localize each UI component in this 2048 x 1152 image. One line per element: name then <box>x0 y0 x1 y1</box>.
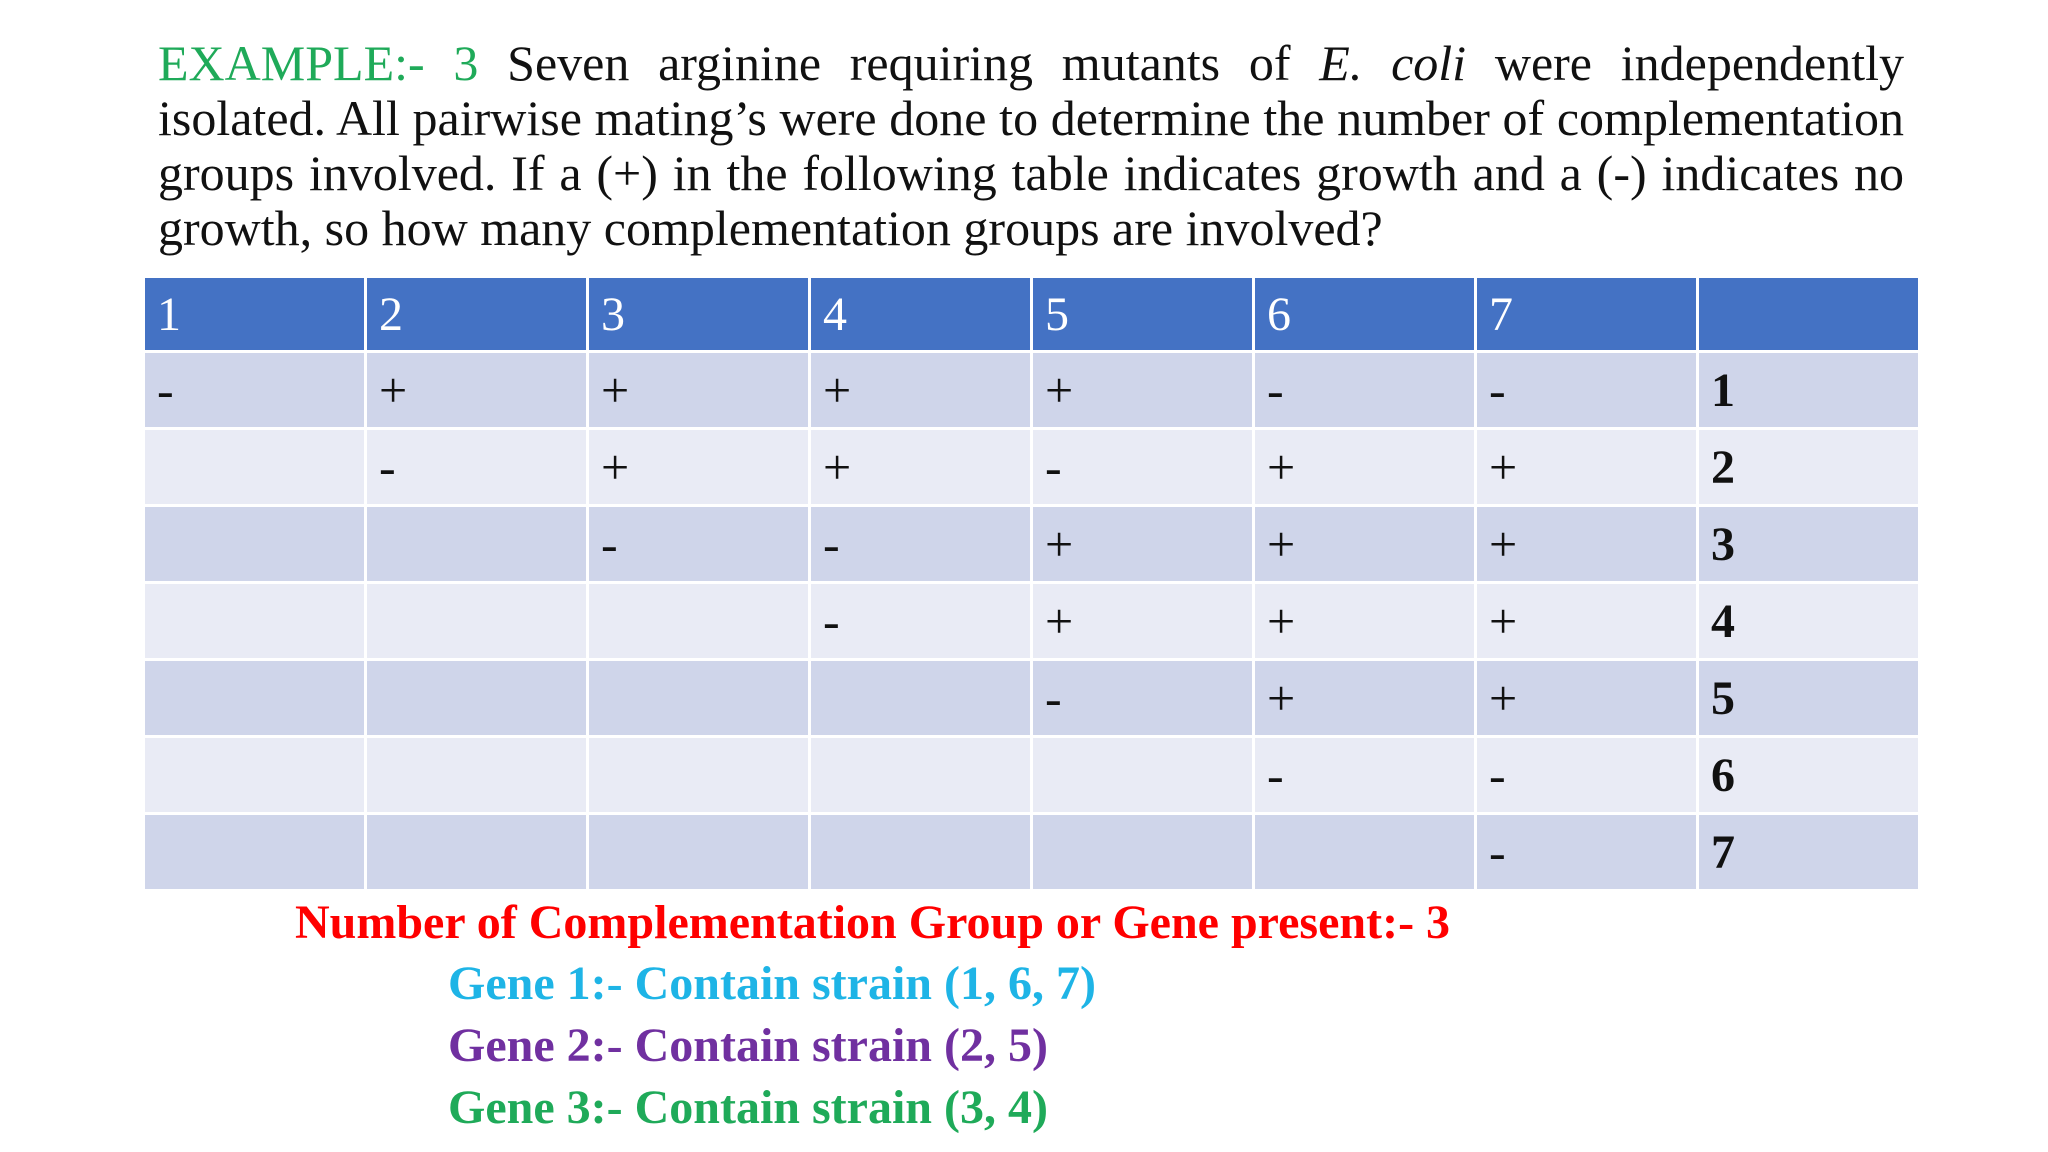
cell <box>142 658 367 738</box>
cell: + <box>1252 581 1477 661</box>
cell: - <box>1474 735 1699 815</box>
cell <box>808 658 1033 738</box>
cell <box>1030 735 1255 815</box>
cell: + <box>1252 504 1477 584</box>
table-row-7: - 7 <box>142 812 1921 892</box>
cell <box>142 427 367 507</box>
cell: + <box>586 427 811 507</box>
cell: + <box>1030 581 1255 661</box>
header-cell-4: 4 <box>808 275 1033 353</box>
row-label: 3 <box>1696 504 1921 584</box>
header-cell-2: 2 <box>364 275 589 353</box>
row-label: 2 <box>1696 427 1921 507</box>
complementation-table: 1 2 3 4 5 6 7 - + + + + - - 1 - + + - + <box>142 275 1921 892</box>
cell <box>586 735 811 815</box>
gene-1-line: Gene 1:- Contain strain (1, 6, 7) <box>448 957 1096 1010</box>
cell <box>142 581 367 661</box>
problem-text-part1: Seven arginine requiring mutants of <box>478 35 1320 91</box>
cell: - <box>808 504 1033 584</box>
cell: + <box>1030 504 1255 584</box>
header-cell-blank <box>1696 275 1921 353</box>
cell: + <box>364 350 589 430</box>
cell: + <box>1474 658 1699 738</box>
problem-statement: EXAMPLE:- 3 Seven arginine requiring mut… <box>158 36 1904 256</box>
table-row-1: - + + + + - - 1 <box>142 350 1921 430</box>
species-name: E. coli <box>1319 35 1467 91</box>
table-row-6: - - 6 <box>142 735 1921 815</box>
cell: - <box>1030 658 1255 738</box>
cell: + <box>1252 427 1477 507</box>
table-row-3: - - + + + 3 <box>142 504 1921 584</box>
example-label: EXAMPLE:- 3 <box>158 35 479 91</box>
cell: + <box>808 427 1033 507</box>
row-label: 7 <box>1696 812 1921 892</box>
cell: + <box>586 350 811 430</box>
cell <box>808 812 1033 892</box>
table-header-row: 1 2 3 4 5 6 7 <box>142 275 1921 353</box>
cell <box>586 812 811 892</box>
table-row-2: - + + - + + 2 <box>142 427 1921 507</box>
cell: - <box>142 350 367 430</box>
problem-text-part2: were independently isolated. All pairwis… <box>158 35 1904 256</box>
cell <box>586 581 811 661</box>
cell <box>142 504 367 584</box>
cell <box>586 658 811 738</box>
cell <box>142 735 367 815</box>
cell <box>1252 812 1477 892</box>
cell: + <box>1474 581 1699 661</box>
cell <box>364 581 589 661</box>
cell: - <box>364 427 589 507</box>
cell: + <box>1252 658 1477 738</box>
table-row-4: - + + + 4 <box>142 581 1921 661</box>
answer-summary: Number of Complementation Group or Gene … <box>295 896 1451 949</box>
header-cell-1: 1 <box>142 275 367 353</box>
cell <box>364 658 589 738</box>
cell: + <box>808 350 1033 430</box>
header-cell-5: 5 <box>1030 275 1255 353</box>
cell <box>1030 812 1255 892</box>
cell: - <box>1474 812 1699 892</box>
table-row-5: - + + 5 <box>142 658 1921 738</box>
cell: + <box>1474 504 1699 584</box>
row-label: 5 <box>1696 658 1921 738</box>
cell: - <box>1252 350 1477 430</box>
cell <box>142 812 367 892</box>
cell: - <box>1030 427 1255 507</box>
row-label: 1 <box>1696 350 1921 430</box>
row-label: 6 <box>1696 735 1921 815</box>
gene-2-line: Gene 2:- Contain strain (2, 5) <box>448 1019 1048 1072</box>
cell <box>808 735 1033 815</box>
cell: + <box>1474 427 1699 507</box>
cell: - <box>586 504 811 584</box>
cell <box>364 735 589 815</box>
cell: - <box>1474 350 1699 430</box>
gene-3-line: Gene 3:- Contain strain (3, 4) <box>448 1081 1048 1134</box>
cell: + <box>1030 350 1255 430</box>
header-cell-7: 7 <box>1474 275 1699 353</box>
cell <box>364 812 589 892</box>
cell: - <box>808 581 1033 661</box>
header-cell-3: 3 <box>586 275 811 353</box>
cell: - <box>1252 735 1477 815</box>
cell <box>364 504 589 584</box>
row-label: 4 <box>1696 581 1921 661</box>
header-cell-6: 6 <box>1252 275 1477 353</box>
